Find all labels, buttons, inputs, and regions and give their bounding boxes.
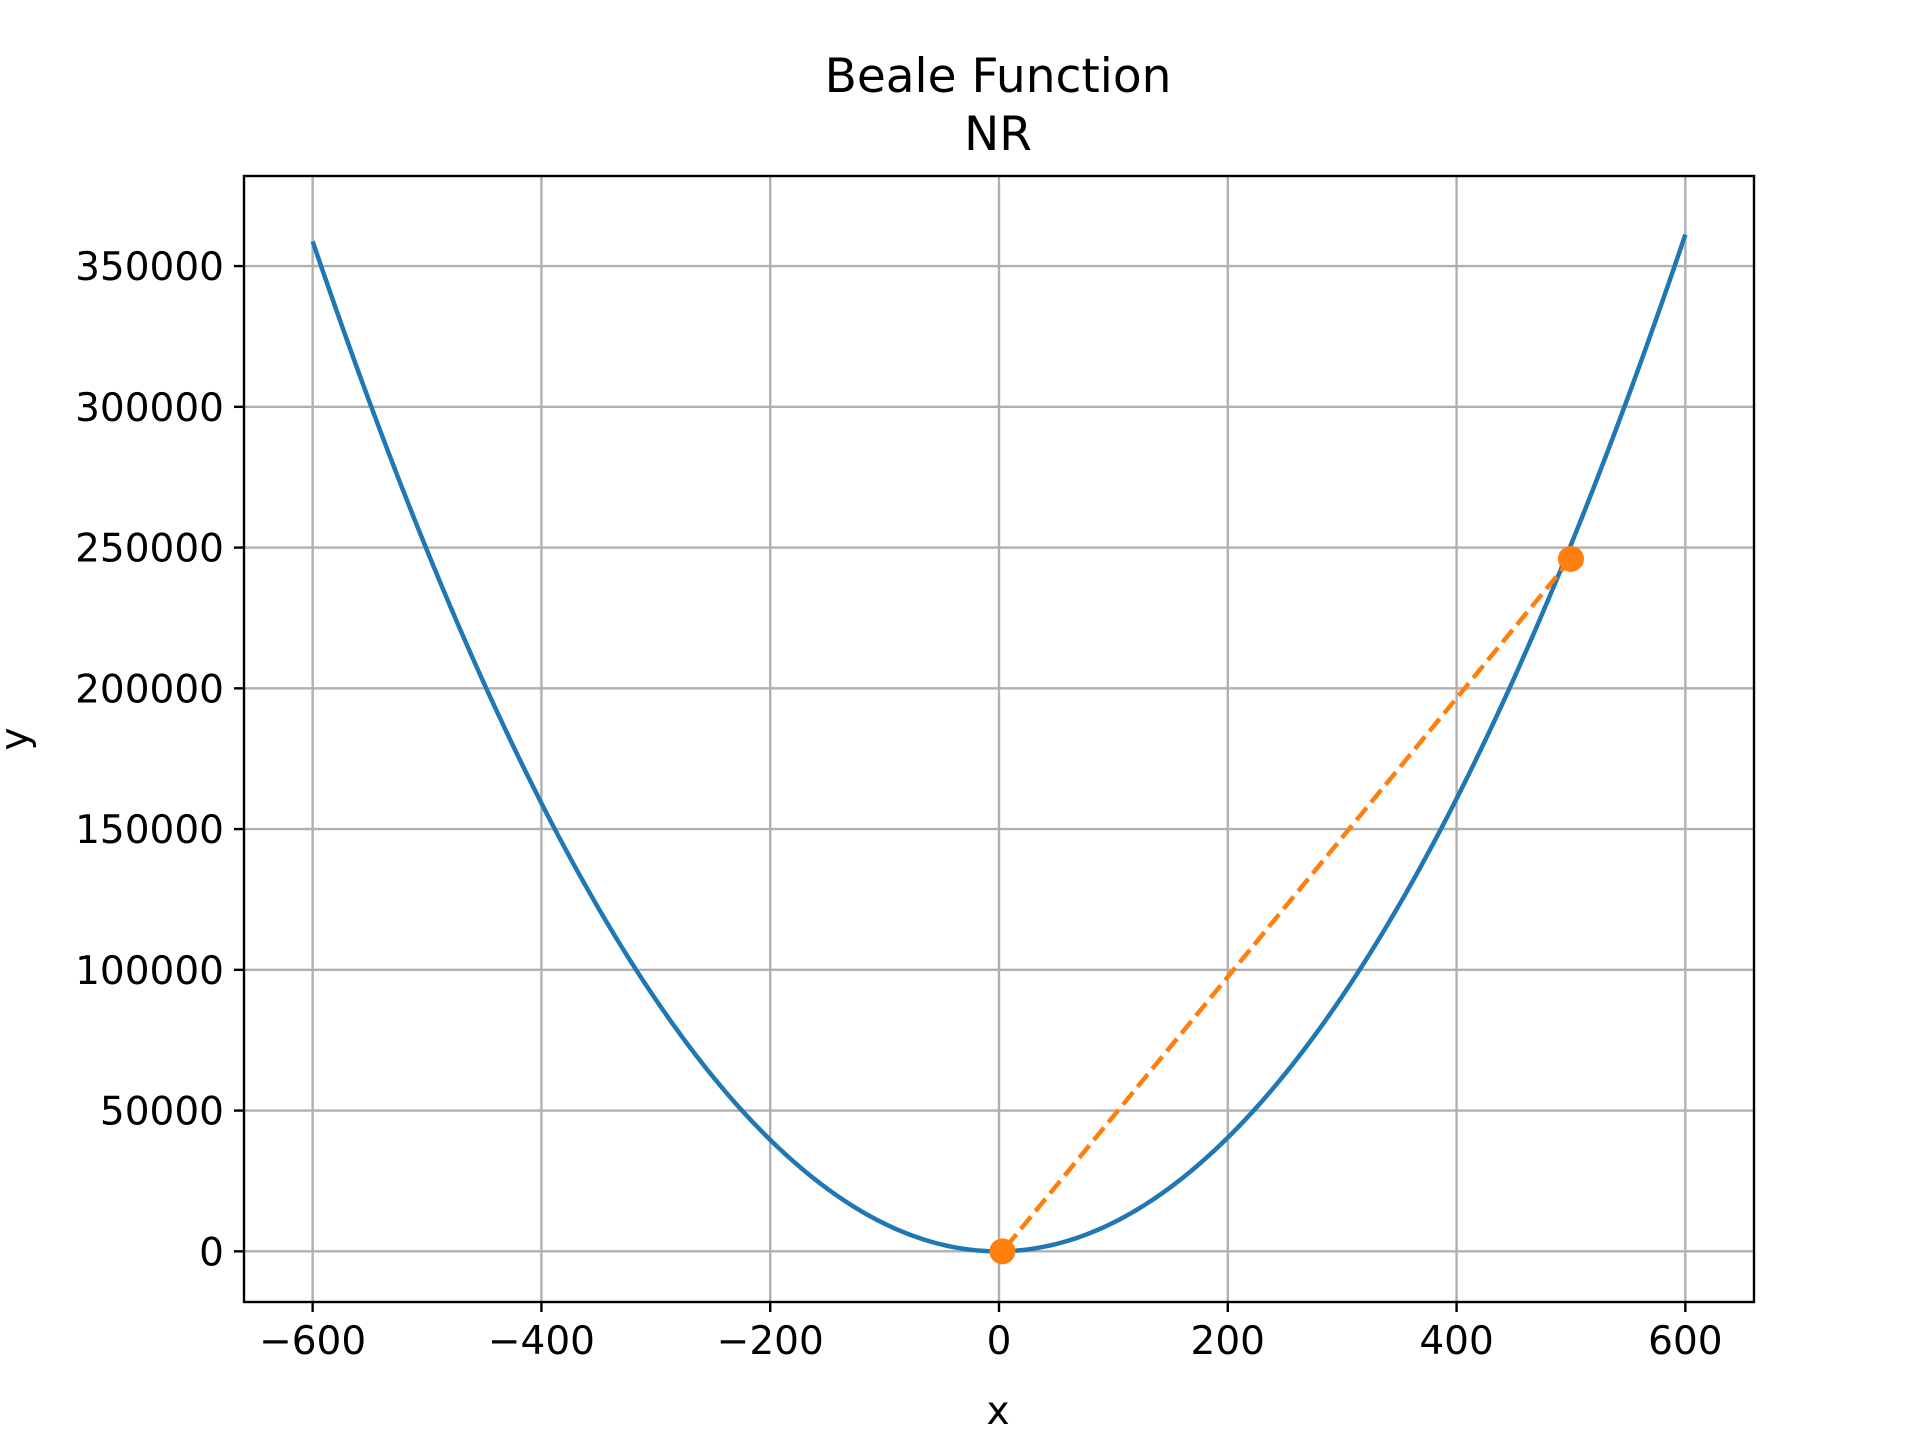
plot-area-frame: [242, 174, 1756, 1304]
x-tick-label: 200: [1191, 1319, 1265, 1364]
x-axis-ticks: −600 −400 −200 0 200 400 600: [259, 1302, 1723, 1364]
plot-series: [310, 233, 1688, 1265]
y-tick-label: 250000: [75, 527, 224, 572]
x-tick-label: −600: [259, 1319, 366, 1364]
y-tick-label: 200000: [75, 667, 224, 712]
y-tick-label: 0: [199, 1230, 224, 1275]
x-tick-label: −200: [717, 1319, 824, 1364]
x-tick-label: 400: [1419, 1319, 1493, 1364]
y-tick-label: 150000: [75, 808, 224, 853]
y-axis-ticks: 0 50000 100000 150000 200000 250000 300000 3500…: [75, 245, 244, 1275]
y-tick-label: 300000: [75, 386, 224, 431]
iteration-point: [1557, 545, 1584, 572]
iteration-path-line: [1000, 557, 1573, 1253]
iteration-point: [989, 1238, 1016, 1265]
chart-title: Beale Function: [825, 49, 1172, 104]
x-tick-label: 0: [987, 1319, 1012, 1364]
x-tick-label: −400: [488, 1319, 595, 1364]
chart-subtitle: NR: [964, 107, 1032, 162]
x-tick-label: 600: [1648, 1319, 1722, 1364]
y-tick-label: 100000: [75, 949, 224, 994]
y-tick-label: 350000: [75, 245, 224, 290]
y-axis-label: y: [0, 727, 38, 750]
grid: [244, 176, 1754, 1302]
x-axis-label: x: [986, 1389, 1009, 1434]
y-tick-label: 50000: [100, 1090, 224, 1135]
